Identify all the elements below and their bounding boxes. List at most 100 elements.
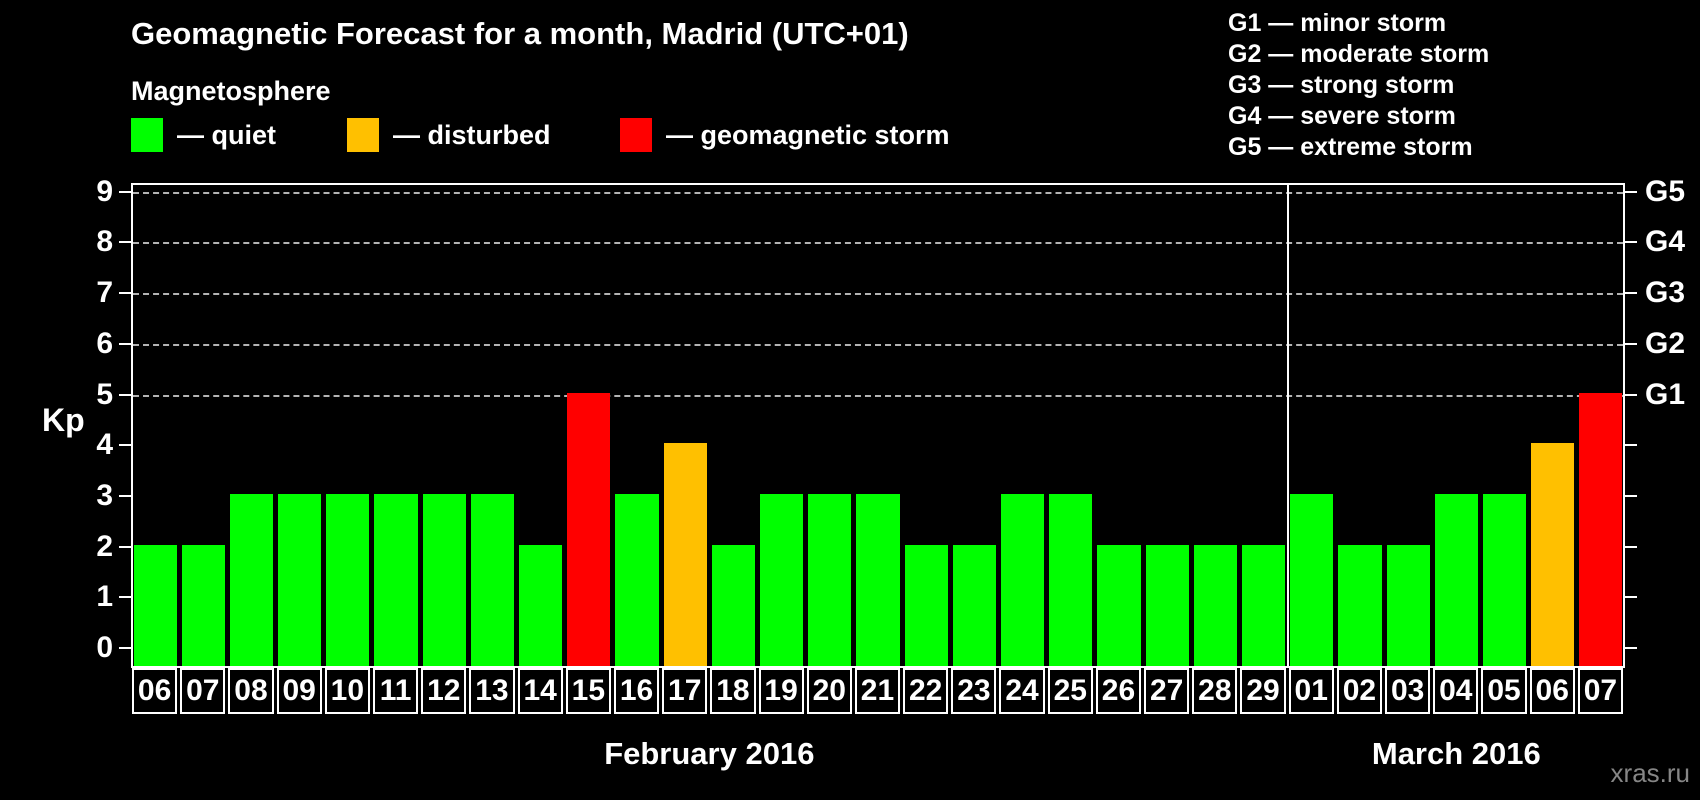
day-label-feb-21: 21 xyxy=(854,668,901,714)
right-tick-kp4 xyxy=(1625,444,1637,447)
bar-day-05-kp3 xyxy=(1482,493,1527,666)
bar-day-12-kp3 xyxy=(422,493,466,666)
right-tick-kp7 xyxy=(1625,292,1637,295)
bar-day-07-kp5 xyxy=(1579,392,1623,666)
gridline-kp8 xyxy=(133,242,1623,245)
day-label-mar-05: 05 xyxy=(1481,668,1527,714)
bar-day-18-kp2 xyxy=(711,544,755,666)
legend-swatch-storm xyxy=(620,118,652,152)
bar-day-17-kp4 xyxy=(663,443,707,666)
gridline-kp5 xyxy=(133,394,1623,397)
left-tick-kp3 xyxy=(119,494,131,497)
bar-day-23-kp2 xyxy=(952,544,996,666)
right-tick-kp3 xyxy=(1625,494,1637,497)
y-tick-label-2: 2 xyxy=(96,529,113,563)
day-label-mar-01: 01 xyxy=(1288,668,1334,714)
left-tick-kp9 xyxy=(119,190,131,193)
day-label-feb-06: 06 xyxy=(132,668,178,714)
right-tick-kp0 xyxy=(1625,647,1637,649)
bar-day-24-kp3 xyxy=(1000,493,1045,666)
legend-label-quiet: — quiet xyxy=(177,119,276,150)
y-tick-label-7: 7 xyxy=(96,276,113,310)
right-tick-kp1 xyxy=(1625,596,1637,599)
page-title: Geomagnetic Forecast for a month, Madrid… xyxy=(131,16,909,51)
watermark: xras.ru xyxy=(1610,758,1690,788)
left-tick-kp4 xyxy=(119,444,131,447)
right-axis-label-g5: G5 xyxy=(1645,174,1686,208)
bar-day-28-kp2 xyxy=(1193,544,1237,666)
month-label-february: February 2016 xyxy=(604,736,815,771)
day-label-mar-07: 07 xyxy=(1577,668,1623,714)
y-tick-label-9: 9 xyxy=(96,174,113,208)
g-scale-legend: G1 — minor storm G2 — moderate storm G3 — … xyxy=(1228,8,1489,163)
month-label-march: March 2016 xyxy=(1371,736,1541,771)
left-tick-kp2 xyxy=(119,545,131,548)
y-tick-label-5: 5 xyxy=(96,377,113,411)
day-label-feb-08: 08 xyxy=(228,668,274,714)
right-axis-label-g4: G4 xyxy=(1645,225,1686,259)
left-tick-kp5 xyxy=(119,393,131,396)
bar-day-16-kp3 xyxy=(615,493,659,666)
day-label-feb-26: 26 xyxy=(1095,668,1142,714)
day-label-feb-23: 23 xyxy=(951,668,997,714)
right-tick-kp2 xyxy=(1625,545,1637,548)
legend-swatch-quiet xyxy=(131,118,163,152)
legend-swatch-disturbed xyxy=(347,118,379,152)
y-axis-title: Kp xyxy=(42,401,85,438)
right-tick-kp5 xyxy=(1625,393,1637,396)
day-label-feb-29: 29 xyxy=(1240,668,1286,714)
day-label-mar-02: 02 xyxy=(1336,668,1383,714)
day-label-feb-17: 17 xyxy=(662,668,708,714)
day-label-mar-06: 06 xyxy=(1529,668,1575,714)
bar-day-21-kp3 xyxy=(856,493,900,666)
day-label-feb-27: 27 xyxy=(1144,668,1190,714)
legend-item-disturbed: — disturbed xyxy=(347,116,551,154)
day-label-feb-19: 19 xyxy=(758,668,804,714)
day-label-feb-11: 11 xyxy=(372,668,419,714)
day-label-feb-13: 13 xyxy=(469,668,515,714)
right-tick-kp9 xyxy=(1625,190,1637,193)
day-label-feb-14: 14 xyxy=(517,668,563,714)
y-tick-label-6: 6 xyxy=(96,326,113,360)
gridline-kp6 xyxy=(133,343,1623,346)
bar-day-08-kp3 xyxy=(229,493,274,666)
bar-day-19-kp3 xyxy=(760,493,804,666)
day-label-feb-16: 16 xyxy=(613,668,660,714)
day-label-feb-22: 22 xyxy=(903,668,949,714)
bar-day-22-kp2 xyxy=(904,544,948,666)
day-label-feb-09: 09 xyxy=(276,668,322,714)
day-label-mar-03: 03 xyxy=(1385,668,1431,714)
legend-item-storm: — geomagnetic storm xyxy=(620,116,950,154)
bar-day-03-kp2 xyxy=(1386,544,1430,666)
y-tick-label-3: 3 xyxy=(96,478,113,512)
gridline-kp9 xyxy=(133,191,1623,194)
day-label-feb-15: 15 xyxy=(565,668,611,714)
right-axis-label-g1: G1 xyxy=(1645,377,1686,411)
y-tick-label-8: 8 xyxy=(96,225,113,259)
bar-day-26-kp2 xyxy=(1097,544,1141,666)
bar-day-13-kp3 xyxy=(470,493,515,666)
bar-day-06-kp4 xyxy=(1531,443,1575,666)
g-scale-legend-line-1: G1 — minor storm xyxy=(1228,9,1447,37)
month-separator-line xyxy=(1286,185,1289,666)
left-tick-kp7 xyxy=(119,292,131,295)
day-label-feb-18: 18 xyxy=(710,668,756,714)
day-label-feb-24: 24 xyxy=(999,668,1045,714)
left-tick-kp6 xyxy=(119,342,131,345)
y-tick-label-4: 4 xyxy=(96,428,113,462)
legend-label-disturbed: — disturbed xyxy=(393,119,551,150)
plot-area xyxy=(131,183,1625,668)
bar-day-10-kp3 xyxy=(326,493,370,666)
gridline-kp7 xyxy=(133,293,1623,296)
day-label-feb-07: 07 xyxy=(180,668,226,714)
right-axis-label-g2: G2 xyxy=(1645,326,1686,360)
bar-day-25-kp3 xyxy=(1049,493,1093,666)
bar-day-02-kp2 xyxy=(1338,544,1382,666)
legend-label-storm: — geomagnetic storm xyxy=(666,119,950,150)
bar-day-07-kp2 xyxy=(181,544,225,666)
bar-day-11-kp3 xyxy=(374,493,418,666)
right-axis-label-g3: G3 xyxy=(1645,276,1686,310)
magnetosphere-label: Magnetosphere xyxy=(131,76,331,106)
y-tick-label-1: 1 xyxy=(96,580,113,614)
